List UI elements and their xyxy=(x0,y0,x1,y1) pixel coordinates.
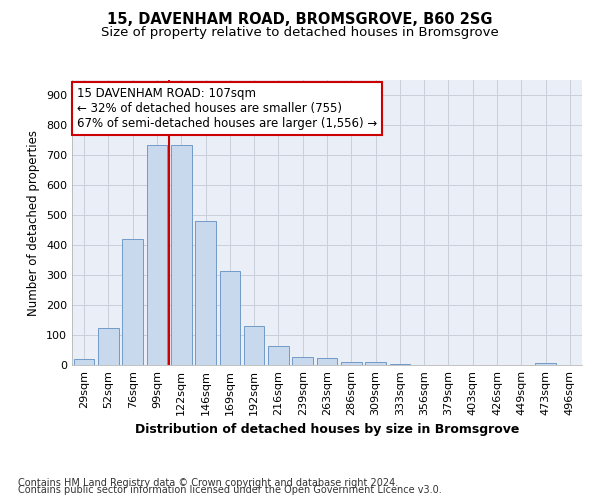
Bar xyxy=(74,359,94,365)
Text: 15 DAVENHAM ROAD: 107sqm
← 32% of detached houses are smaller (755)
67% of semi-: 15 DAVENHAM ROAD: 107sqm ← 32% of detach… xyxy=(77,87,377,130)
Bar xyxy=(365,362,386,365)
Text: 15, DAVENHAM ROAD, BROMSGROVE, B60 2SG: 15, DAVENHAM ROAD, BROMSGROVE, B60 2SG xyxy=(107,12,493,28)
Bar xyxy=(341,362,362,365)
Bar xyxy=(195,221,216,365)
Bar xyxy=(98,328,119,365)
Bar xyxy=(317,358,337,365)
Bar xyxy=(244,326,265,365)
Bar xyxy=(268,346,289,365)
Y-axis label: Number of detached properties: Number of detached properties xyxy=(28,130,40,316)
Text: Contains public sector information licensed under the Open Government Licence v3: Contains public sector information licen… xyxy=(18,485,442,495)
Text: Size of property relative to detached houses in Bromsgrove: Size of property relative to detached ho… xyxy=(101,26,499,39)
Bar xyxy=(146,144,167,365)
Bar xyxy=(389,364,410,365)
Bar xyxy=(122,239,143,365)
Bar xyxy=(535,362,556,365)
X-axis label: Distribution of detached houses by size in Bromsgrove: Distribution of detached houses by size … xyxy=(135,424,519,436)
Bar xyxy=(220,270,240,365)
Bar xyxy=(292,356,313,365)
Text: Contains HM Land Registry data © Crown copyright and database right 2024.: Contains HM Land Registry data © Crown c… xyxy=(18,478,398,488)
Bar xyxy=(171,144,191,365)
